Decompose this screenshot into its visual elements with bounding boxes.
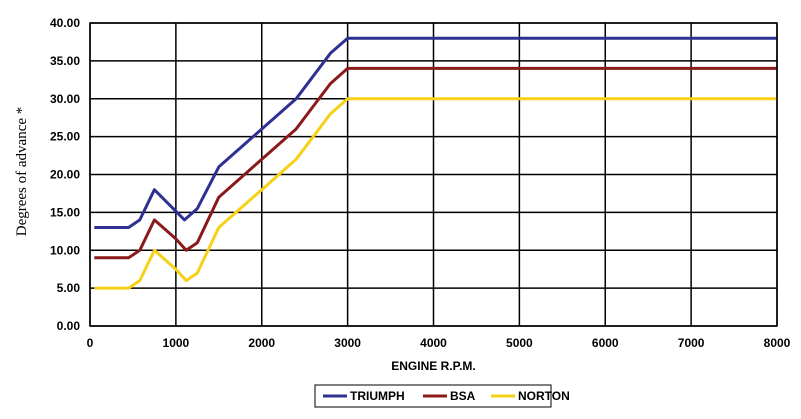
legend-label-norton: NORTON	[518, 389, 570, 403]
x-tick-label: 6000	[592, 336, 619, 350]
x-tick-label: 5000	[506, 336, 533, 350]
x-tick-label: 7000	[678, 336, 705, 350]
y-tick-label: 20.00	[50, 168, 80, 182]
x-tick-label: 0	[87, 336, 94, 350]
plot-frame	[89, 22, 778, 327]
series-layer	[94, 36, 777, 290]
y-tick-label: 40.00	[50, 16, 80, 30]
y-tick-label: 10.00	[50, 243, 80, 257]
series-line-bsa	[94, 66, 777, 260]
y-tick-label: 30.00	[50, 92, 80, 106]
x-tick-label: 3000	[334, 336, 361, 350]
x-tick-labels: 0 1000 2000 3000 4000 5000 6000 7000 8000	[87, 336, 791, 350]
legend-label-bsa: BSA	[450, 389, 476, 403]
y-axis-title: Degrees of advance *	[14, 107, 30, 237]
x-tick-label: 1000	[163, 336, 190, 350]
y-tick-label: 0.00	[57, 319, 81, 333]
y-tick-label: 35.00	[50, 54, 80, 68]
y-tick-label: 5.00	[57, 281, 81, 295]
x-axis-title: ENGINE R.P.M.	[391, 359, 475, 373]
x-tick-label: 4000	[420, 336, 447, 350]
legend-label-triumph: TRIUMPH	[350, 389, 405, 403]
series-line-norton	[94, 97, 777, 290]
legend: TRIUMPH BSA NORTON	[314, 384, 570, 408]
x-tick-label: 8000	[764, 336, 791, 350]
series-line-triumph	[94, 36, 777, 229]
y-tick-label: 25.00	[50, 130, 80, 144]
x-tick-label: 2000	[248, 336, 275, 350]
y-tick-labels: 0.00 5.00 10.00 15.00 20.00 25.00 30.00 35.00 40…	[50, 16, 80, 333]
y-tick-label: 15.00	[50, 205, 80, 219]
